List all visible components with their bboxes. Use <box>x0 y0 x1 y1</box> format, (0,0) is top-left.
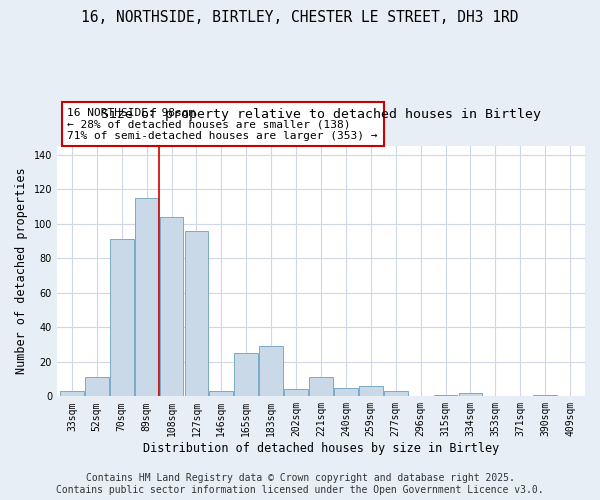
Bar <box>434 394 457 396</box>
Bar <box>60 391 83 396</box>
Text: 16, NORTHSIDE, BIRTLEY, CHESTER LE STREET, DH3 1RD: 16, NORTHSIDE, BIRTLEY, CHESTER LE STREE… <box>81 10 519 25</box>
Bar <box>284 390 308 396</box>
Text: 16 NORTHSIDE: 98sqm
← 28% of detached houses are smaller (138)
71% of semi-detac: 16 NORTHSIDE: 98sqm ← 28% of detached ho… <box>67 108 378 141</box>
Y-axis label: Number of detached properties: Number of detached properties <box>15 168 28 374</box>
Bar <box>209 391 233 396</box>
Bar <box>259 346 283 397</box>
Bar <box>533 394 557 396</box>
Bar <box>309 378 333 396</box>
Bar <box>135 198 158 396</box>
X-axis label: Distribution of detached houses by size in Birtley: Distribution of detached houses by size … <box>143 442 499 455</box>
Title: Size of property relative to detached houses in Birtley: Size of property relative to detached ho… <box>101 108 541 121</box>
Bar <box>110 239 134 396</box>
Bar <box>458 393 482 396</box>
Bar <box>160 216 184 396</box>
Bar <box>334 388 358 396</box>
Text: Contains HM Land Registry data © Crown copyright and database right 2025.
Contai: Contains HM Land Registry data © Crown c… <box>56 474 544 495</box>
Bar <box>384 391 407 396</box>
Bar <box>185 230 208 396</box>
Bar <box>85 378 109 396</box>
Bar <box>359 386 383 396</box>
Bar <box>235 353 258 397</box>
